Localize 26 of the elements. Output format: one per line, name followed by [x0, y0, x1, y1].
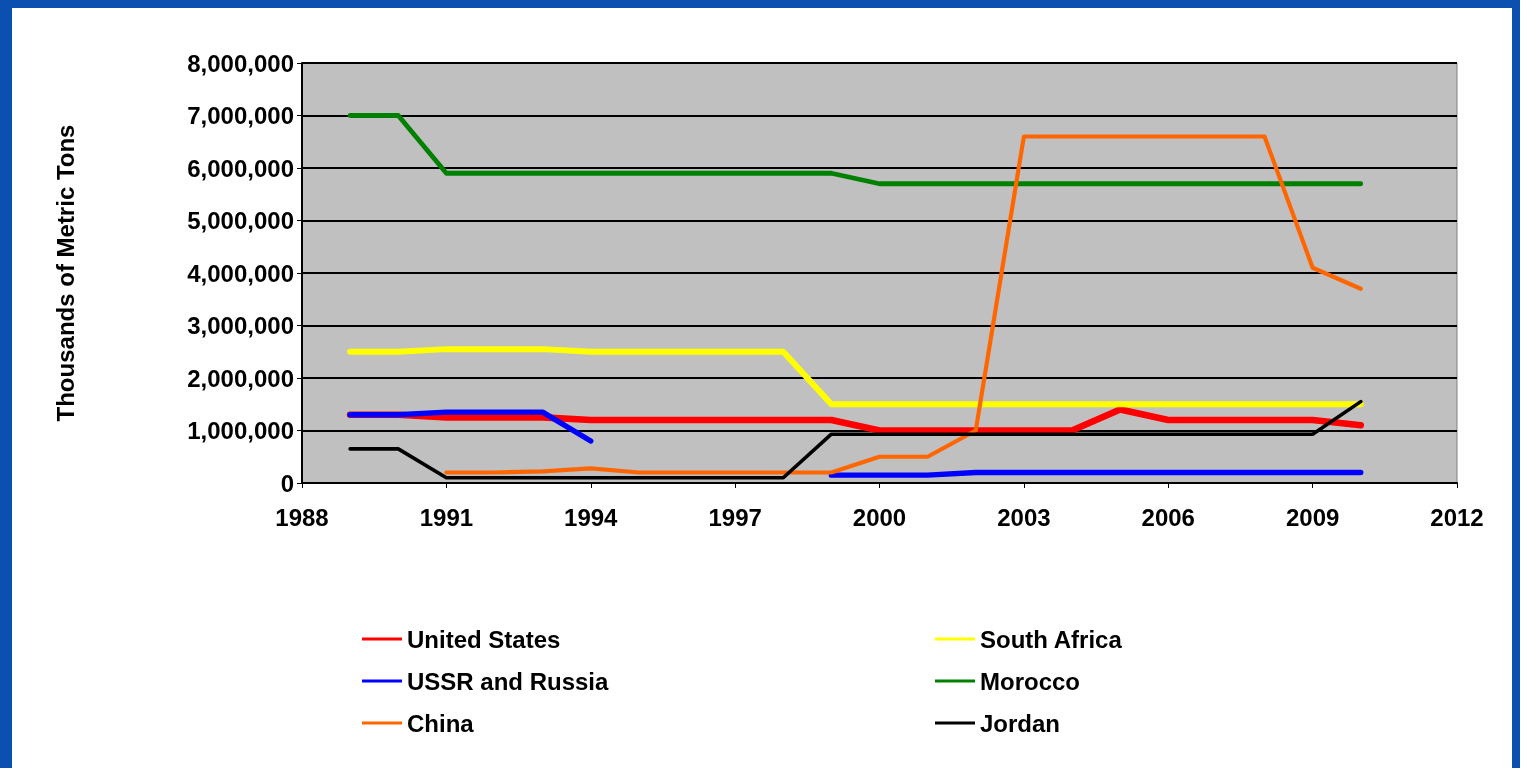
y-tick-label: 0 [280, 469, 294, 497]
x-tick-label: 1994 [564, 503, 619, 531]
x-tick-label: 2000 [852, 503, 907, 531]
x-tick-label: 2003 [997, 503, 1051, 531]
x-tick-label: 2009 [1285, 503, 1340, 531]
line-series [444, 134, 1363, 475]
legend-label: China [407, 709, 475, 737]
y-tick-label: 7,000,000 [187, 102, 294, 129]
legend-label: Jordan [980, 709, 1061, 737]
legend-label: Morocco [980, 667, 1081, 695]
x-tick-label: 1991 [419, 503, 474, 531]
legend-label: South Africa [980, 625, 1123, 653]
x-tick-label: 1997 [708, 503, 762, 531]
y-tick-label: 4,000,000 [187, 259, 294, 287]
y-tick-label: 5,000,000 [187, 207, 294, 234]
x-tick-label: 2006 [1141, 503, 1195, 531]
x-tick-label: 1988 [275, 503, 329, 531]
legend-label: USSR and Russia [407, 667, 610, 695]
y-tick-label: 2,000,000 [187, 364, 294, 392]
y-tick-label: 3,000,000 [187, 312, 294, 339]
x-tick-label: 2012 [1430, 503, 1484, 531]
y-tick-label: 8,000,000 [187, 49, 294, 77]
y-tick-label: 1,000,000 [187, 417, 294, 444]
y-axis-title: Thousands of Metric Tons [51, 124, 79, 422]
y-tick-label: 6,000,000 [187, 154, 294, 182]
legend-label: United States [407, 625, 561, 653]
